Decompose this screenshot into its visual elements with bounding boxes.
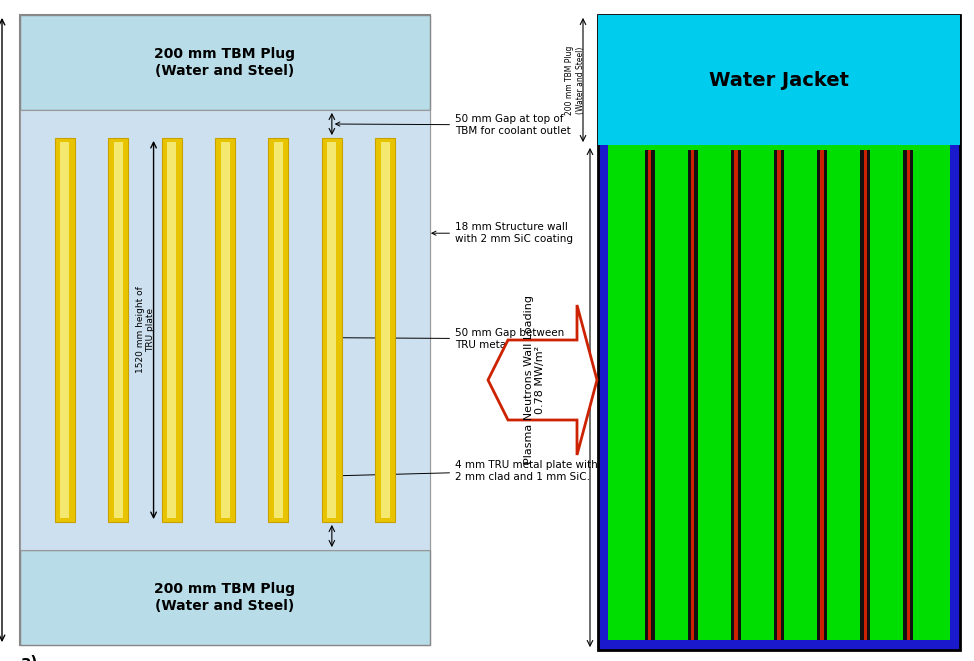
Bar — [598, 15, 960, 145]
Text: 18 mm Structure wall
with 2 mm SiC coating: 18 mm Structure wall with 2 mm SiC coati… — [431, 222, 573, 244]
Text: 830 mm Height of TBM: 830 mm Height of TBM — [578, 348, 586, 436]
Bar — [274, 142, 282, 518]
Bar — [20, 15, 430, 645]
Bar — [688, 150, 697, 640]
Text: a): a) — [20, 655, 37, 661]
Bar — [162, 138, 181, 522]
Bar — [55, 138, 75, 522]
Bar — [691, 150, 694, 640]
Bar — [860, 150, 871, 640]
Text: 4 mm TRU metal plate with
2 mm clad and 1 mm SiC.: 4 mm TRU metal plate with 2 mm clad and … — [336, 460, 598, 482]
Text: Plasma Neutrons Wall Loading
0.78 MW/m²: Plasma Neutrons Wall Loading 0.78 MW/m² — [524, 295, 545, 465]
Bar — [864, 150, 867, 640]
Polygon shape — [488, 305, 597, 455]
Text: 200 mm TBM Plug
(Water and Steel): 200 mm TBM Plug (Water and Steel) — [155, 48, 295, 77]
Bar — [734, 150, 737, 640]
Bar — [108, 138, 129, 522]
Text: 200 mm TBM Plug
(Water and Steel): 200 mm TBM Plug (Water and Steel) — [155, 582, 295, 613]
Bar — [907, 150, 910, 640]
Text: 1520 mm height of
TRU plate: 1520 mm height of TRU plate — [135, 287, 155, 373]
Bar — [215, 138, 235, 522]
Bar — [598, 15, 960, 650]
Bar — [220, 142, 230, 518]
Bar — [381, 142, 390, 518]
Text: 50 mm Gap between
TRU metal plate: 50 mm Gap between TRU metal plate — [336, 328, 564, 350]
Bar — [777, 150, 781, 640]
Bar — [645, 150, 655, 640]
Bar — [269, 138, 288, 522]
Bar — [648, 150, 652, 640]
Bar — [20, 15, 430, 110]
Bar — [820, 150, 824, 640]
Bar — [321, 138, 342, 522]
Bar — [730, 150, 741, 640]
Bar — [60, 142, 69, 518]
Bar — [20, 110, 430, 550]
Bar — [904, 150, 914, 640]
Text: 50 mm Gap at top of
TBM for coolant outlet: 50 mm Gap at top of TBM for coolant outl… — [336, 114, 571, 136]
Bar — [817, 150, 827, 640]
Bar — [20, 550, 430, 645]
Bar — [327, 142, 336, 518]
Text: Water Jacket: Water Jacket — [709, 71, 849, 89]
Bar — [114, 142, 123, 518]
Bar — [375, 138, 395, 522]
Text: 200 mm TBM Plug
(Water and Steel): 200 mm TBM Plug (Water and Steel) — [565, 46, 584, 115]
Bar — [774, 150, 784, 640]
Bar — [608, 145, 950, 640]
Bar — [168, 142, 176, 518]
